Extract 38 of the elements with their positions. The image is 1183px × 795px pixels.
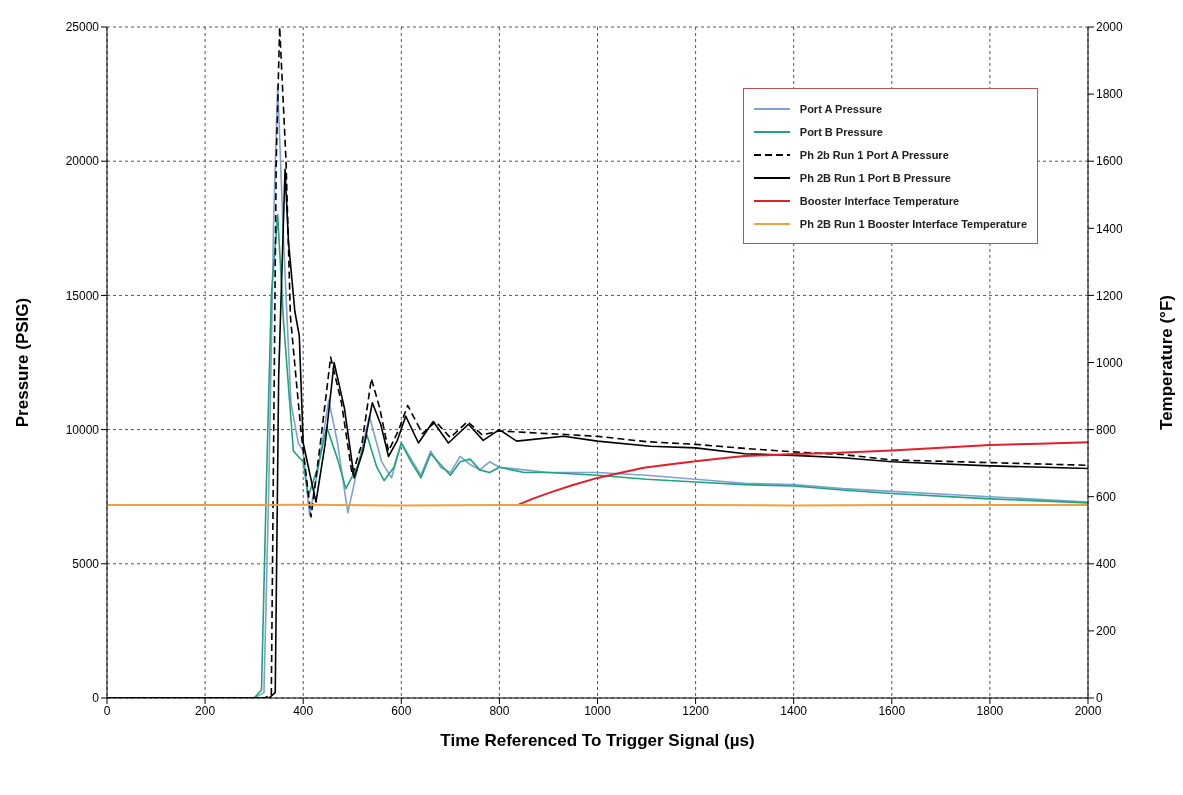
y2-tick-label: 2000 [1096, 20, 1124, 35]
x-tick-label: 1400 [780, 703, 808, 718]
y2-tick-label: 1200 [1096, 288, 1124, 303]
y2-tick-label: 1000 [1096, 355, 1124, 370]
legend-label: Port A Pressure [799, 102, 883, 115]
line-series [518, 441, 1088, 506]
y-tick-label: 0 [92, 691, 100, 706]
y-tick-label: 25000 [65, 20, 100, 35]
legend-label: Ph 2b Run 1 Port A Pressure [799, 148, 949, 161]
y2-tick-label: 1600 [1096, 154, 1124, 169]
y2-tick-label: 600 [1096, 489, 1117, 504]
legend-label: Ph 2B Run 1 Port B Pressure [799, 171, 951, 184]
x-tick-label: 0 [103, 703, 111, 718]
y-tick-label: 20000 [65, 154, 100, 169]
x-tick-label: 1600 [878, 703, 906, 718]
x-tick-label: 1800 [976, 703, 1004, 718]
legend-label: Booster Interface Temperature [799, 194, 960, 207]
x-tick-label: 2000 [1074, 703, 1102, 718]
y2-tick-label: 200 [1096, 624, 1117, 639]
y-tick-label: 5000 [72, 557, 100, 572]
y2-tick-label: 1400 [1096, 221, 1124, 236]
y-tick-label: 15000 [65, 288, 100, 303]
x-tick-label: 200 [195, 703, 216, 718]
x-tick-label: 600 [391, 703, 412, 718]
x-tick-label: 400 [293, 703, 314, 718]
x-tick-label: 1000 [584, 703, 612, 718]
y2-tick-label: 1800 [1096, 87, 1124, 102]
y2-tick-label: 400 [1096, 557, 1117, 572]
y2-tick-label: 800 [1096, 422, 1117, 437]
y-tick-label: 10000 [65, 422, 100, 437]
y2-tick-label: 0 [1096, 691, 1103, 706]
x-tick-label: 1200 [682, 703, 710, 718]
x-tick-label: 800 [489, 703, 510, 718]
x-axis-title: Time Referenced To Trigger Signal (µs) [440, 731, 755, 750]
y2-axis-title: Temperature (°F) [1157, 295, 1177, 430]
legend-label: Ph 2B Run 1 Booster Interface Temperature [799, 217, 1027, 230]
y-axis-title: Pressure (PSIG) [13, 297, 33, 428]
legend-label: Port B Pressure [799, 125, 883, 138]
